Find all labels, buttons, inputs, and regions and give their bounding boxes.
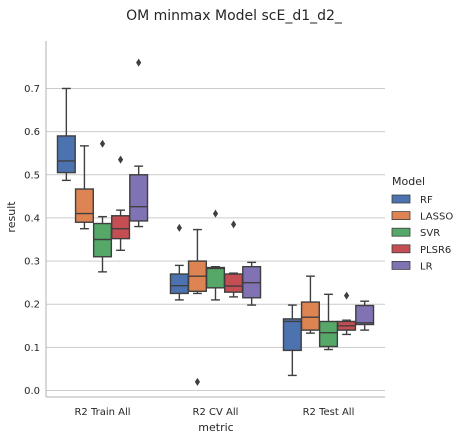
box-body [74, 188, 94, 223]
y-axis-label: result [5, 201, 18, 233]
outlier-point [117, 155, 124, 164]
box-svr-1 [92, 139, 113, 273]
outlier-point [343, 291, 350, 300]
plot-boxes [56, 58, 375, 386]
outlier-point [212, 209, 219, 218]
box-body [282, 318, 302, 352]
box-svr-2 [205, 209, 226, 301]
box-plsr6-1 [111, 155, 131, 251]
legend-swatch-lasso [391, 211, 411, 221]
y-tick-label: 0.1 [24, 343, 40, 354]
outlier-point [230, 220, 237, 229]
box-lr-2 [242, 261, 262, 306]
legend: Model RF LASSO SVR PLSR6 LR [391, 175, 453, 272]
outlier-point [194, 377, 201, 386]
y-tick-label: 0.4 [24, 213, 40, 224]
axes: 0.0 0.1 0.2 0.3 0.4 0.5 0.6 0.7 R2 Train All R2 C… [24, 41, 385, 418]
box-body [111, 215, 131, 240]
legend-label-plsr6: PLSR6 [420, 245, 451, 256]
box-lr-1 [129, 58, 149, 228]
y-tick-label: 0.6 [24, 127, 40, 138]
box-body [169, 273, 189, 295]
box-body [318, 320, 339, 348]
y-tick-label: 0.3 [24, 257, 40, 268]
box-body [56, 135, 76, 174]
y-tick-label: 0.5 [24, 170, 40, 181]
y-tick-label: 0.7 [24, 84, 40, 95]
y-tick-label: 0.0 [24, 386, 40, 397]
box-lr-3 [355, 300, 375, 331]
legend-swatch-plsr6 [391, 244, 411, 254]
box-body [224, 273, 244, 293]
box-lasso-1 [74, 145, 94, 230]
legend-swatch-lr [391, 260, 411, 270]
outlier-point [176, 223, 182, 232]
y-tick-label: 0.2 [24, 300, 40, 311]
outlier-point [136, 58, 142, 67]
box-rf-1 [56, 87, 76, 182]
x-tick-label: R2 Test All [303, 407, 355, 418]
box-body [355, 304, 375, 326]
box-body [300, 301, 320, 331]
box-body [129, 174, 149, 222]
box-plsr6-3 [337, 291, 357, 336]
box-body [205, 266, 226, 289]
legend-label-svr: SVR [420, 228, 440, 239]
box-rf-3 [282, 304, 302, 377]
box-plsr6-2 [224, 220, 244, 298]
box-lasso-2 [187, 228, 207, 386]
legend-swatch-rf [391, 194, 411, 204]
legend-title: Model [392, 175, 425, 188]
x-tick-label: R2 Train All [74, 407, 130, 418]
box-svr-3 [318, 293, 339, 351]
legend-swatch-svr [391, 227, 411, 237]
x-tick-label: R2 CV All [193, 407, 239, 418]
box-rf-2 [169, 223, 189, 301]
chart-title: OM minmax Model scE_d1_d2_ [126, 8, 343, 24]
legend-label-rf: RF [420, 195, 433, 206]
outlier-point [99, 139, 106, 148]
legend-label-lasso: LASSO [420, 212, 453, 223]
legend-label-lr: LR [420, 261, 433, 272]
box-lasso-3 [300, 275, 320, 334]
x-axis-label: metric [198, 421, 233, 434]
